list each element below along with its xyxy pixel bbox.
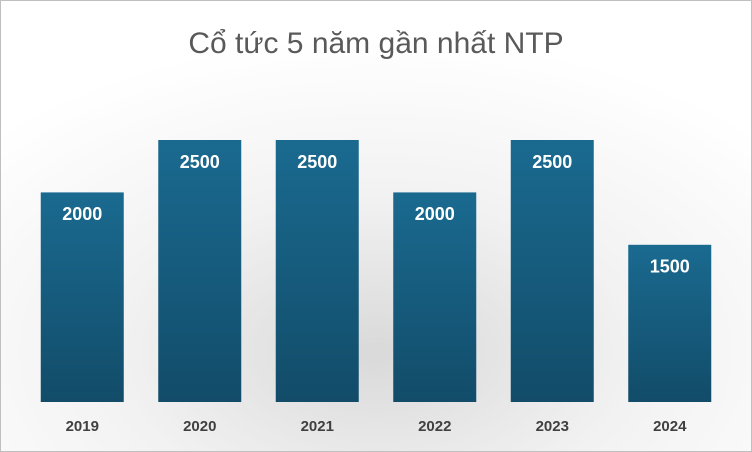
x-tick-label: 2019 bbox=[66, 418, 99, 435]
bar bbox=[628, 244, 712, 402]
bar bbox=[510, 140, 594, 402]
chart-title: Cổ tức 5 năm gần nhất NTP bbox=[188, 27, 563, 60]
bar bbox=[40, 192, 124, 402]
bar bbox=[158, 140, 242, 402]
data-label: 2500 bbox=[180, 152, 220, 172]
x-tick-label: 2023 bbox=[536, 418, 569, 435]
x-tick-label: 2021 bbox=[301, 418, 334, 435]
x-tick-label: 2022 bbox=[418, 418, 451, 435]
bar bbox=[393, 192, 477, 402]
data-label: 1500 bbox=[650, 257, 690, 277]
bar bbox=[275, 140, 359, 402]
data-label: 2500 bbox=[297, 152, 337, 172]
x-tick-label: 2024 bbox=[653, 418, 687, 435]
x-tick-label: 2020 bbox=[183, 418, 216, 435]
data-label: 2500 bbox=[532, 152, 572, 172]
data-label: 2000 bbox=[415, 204, 455, 224]
data-label: 2000 bbox=[62, 204, 102, 224]
